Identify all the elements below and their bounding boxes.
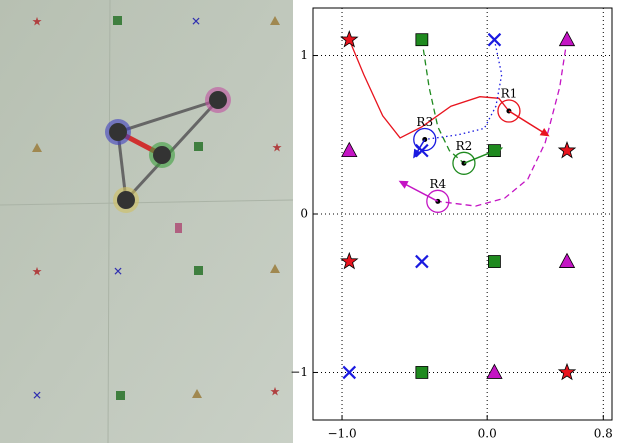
x-tick-label: −1.0 [327,427,356,441]
trajectory [437,39,568,207]
robot-ring [452,151,476,175]
marker-square [488,255,501,268]
robot-label: R1 [501,87,518,101]
svg-text:★: ★ [270,385,281,399]
marker-x [342,365,357,380]
marker-triangle [558,30,576,47]
svg-text:✕: ✕ [191,15,201,29]
svg-text:✕: ✕ [113,265,123,279]
svg-text:★: ★ [32,265,43,279]
y-tick-label: 1 [300,48,308,62]
marker-star [557,362,577,381]
arrow-head [398,180,409,189]
y-tick-label: −1 [290,365,308,379]
robot-label: R3 [416,115,433,129]
x-tick-label: 0.8 [594,427,613,441]
marker-square [415,33,429,47]
marker-triangle [486,363,503,379]
marker-star [340,30,359,48]
marker-square [415,366,429,379]
robot-ring [413,127,437,152]
trajectory [421,39,465,164]
marker-x [415,254,429,269]
photo: ★ ✕ ★ ★ ✕ ✕ ★ [0,0,294,443]
arrow-head [539,127,550,137]
robot-label: R4 [429,177,446,191]
heading-arrow [463,149,497,164]
arrow-head [413,148,422,159]
heading-arrow [416,139,426,153]
y-tick-label: 0 [300,207,308,221]
svg-text:★: ★ [32,15,43,29]
marker-x [487,32,502,47]
marker-star [340,251,359,270]
trajectory [348,39,510,139]
heading-arrow [404,183,439,202]
marker-triangle [558,252,576,268]
heading-arrow [508,110,545,134]
robot-label: R2 [456,139,473,153]
robot-ring [497,99,521,123]
arrow-head [493,146,504,155]
trajectory [424,39,503,141]
marker-star [557,140,577,159]
svg-text:✕: ✕ [32,389,42,403]
marker-triangle [341,141,358,158]
x-tick-label: 0.0 [478,427,497,441]
robot-ring [426,189,450,213]
svg-text:★: ★ [272,141,283,155]
